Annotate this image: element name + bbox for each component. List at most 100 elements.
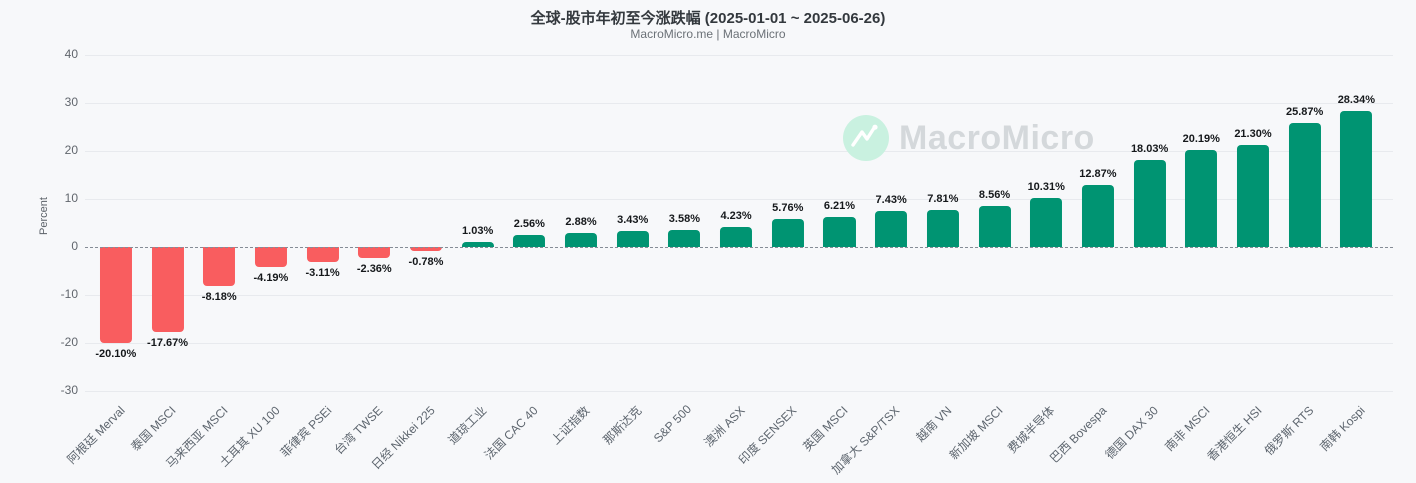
bar-column: 6.21% 英国 MSCI <box>800 55 866 454</box>
bar-土耳其 XU 100[interactable] <box>254 247 287 268</box>
x-axis-label: 新加坡 MSCI <box>946 403 1006 463</box>
y-tick-label: 30 <box>64 95 78 109</box>
gridline <box>85 103 1393 104</box>
x-axis-label: 俄罗斯 RTS <box>1261 403 1316 458</box>
bar-法国 CAC 40[interactable] <box>513 234 546 247</box>
bar-S&P 500[interactable] <box>668 229 701 247</box>
bar-道琼工业[interactable] <box>461 242 494 247</box>
x-axis-label: 越南 VN <box>913 403 955 445</box>
plot-area: -20.10% 阿根廷 Merval -17.67% 泰国 MSCI -8.18% 马来西… <box>64 55 1383 477</box>
x-axis-label: 阿根廷 Merval <box>63 403 128 467</box>
bar-column: 1.03% 道琼工业 <box>445 55 504 447</box>
bar-台湾 TWSE[interactable] <box>358 247 391 259</box>
x-axis-label: 上证指数 <box>548 403 593 448</box>
bar-马来西亚 MSCI[interactable] <box>203 247 236 287</box>
x-axis-label: 道琼工业 <box>445 403 489 448</box>
bar-value-label: 12.87% <box>1079 168 1117 181</box>
bar-费城半导体[interactable] <box>1030 197 1063 247</box>
bar-澳洲 ASX[interactable] <box>720 226 753 247</box>
bar-column: -0.78% 日经 Nikkei 225 <box>368 55 452 472</box>
bar-value-label: 3.43% <box>617 213 649 226</box>
x-axis-label: 南非 MSCI <box>1162 403 1213 454</box>
bar-value-label: 20.19% <box>1182 133 1220 146</box>
y-tick-label: 10 <box>64 191 78 205</box>
bar-南非 MSCI[interactable] <box>1185 150 1218 247</box>
bar-加拿大 S&P/TSX[interactable] <box>875 211 908 247</box>
bar-column: 3.58% S&P 500 <box>651 55 711 445</box>
bar-column: 7.43% 加拿大 S&P/TSX <box>829 55 917 477</box>
bar-value-label: 2.88% <box>565 216 597 229</box>
bar-日经 Nikkei 225[interactable] <box>409 247 442 251</box>
bar-column: -2.36% 台湾 TWSE <box>332 55 400 457</box>
bar-value-label: -3.11% <box>305 266 340 279</box>
x-axis-label: 那斯达克 <box>600 403 645 448</box>
bar-value-label: 18.03% <box>1130 143 1169 156</box>
bar-value-label: -0.78% <box>408 255 444 268</box>
bar-column: -8.18% 马来西亚 MSCI <box>163 55 245 471</box>
y-tick-label: -20 <box>60 335 78 349</box>
x-axis-label: 泰国 MSCI <box>128 403 179 454</box>
gridline <box>85 55 1393 56</box>
bar-泰国 MSCI[interactable] <box>151 247 184 332</box>
bar-那斯达克[interactable] <box>616 230 649 247</box>
bar-column: 20.19% 南非 MSCI <box>1162 55 1227 454</box>
gridline <box>85 295 1393 296</box>
bar-菲律宾 PSEi[interactable] <box>306 247 339 262</box>
y-tick-label: -10 <box>60 287 78 301</box>
gridline <box>85 151 1393 152</box>
bar-column: 12.87% 巴西 Bovespa <box>1047 55 1124 465</box>
y-grid <box>85 55 1393 392</box>
x-axis-label: 香港恒生 HSI <box>1203 403 1265 464</box>
bar-column: -17.67% 泰国 MSCI <box>128 55 194 454</box>
bar-column: 3.43% 那斯达克 <box>600 55 659 447</box>
y-tick-label: -30 <box>60 383 78 397</box>
watermark-text: MacroMicro <box>899 118 1095 157</box>
x-axis-label: 英国 MSCI <box>800 403 851 454</box>
bar-value-label: 7.43% <box>875 194 907 207</box>
bar-value-label: -8.18% <box>201 291 237 304</box>
bar-value-label: 5.76% <box>772 202 804 215</box>
gridline <box>85 343 1393 344</box>
bar-value-label: 21.30% <box>1234 127 1272 140</box>
chart-title: 全球-股市年初至今涨跌幅 (2025-01-01 ~ 2025-06-26) <box>530 10 886 27</box>
bar-column: 2.88% 上证指数 <box>548 55 607 447</box>
bar-value-label: 6.21% <box>823 200 856 213</box>
x-axis-label: 菲律宾 PSEi <box>277 403 334 460</box>
bar-column: 18.03% 德国 DAX 30 <box>1102 55 1176 461</box>
bar-column: 28.34% 南韩 Kospi <box>1317 55 1383 454</box>
x-axis-label: S&P 500 <box>651 402 695 446</box>
bar-value-label: 1.03% <box>462 225 494 238</box>
bar-value-label: 10.31% <box>1027 180 1065 193</box>
bar-value-label: -20.10% <box>95 348 137 361</box>
bar-column: 10.31% 费城半导体 <box>1005 55 1072 456</box>
bar-column: 4.23% 澳洲 ASX <box>701 55 762 450</box>
bar-column: 8.56% 新加坡 MSCI <box>947 55 1021 462</box>
gridline <box>85 199 1393 200</box>
bar-英国 MSCI[interactable] <box>823 217 856 247</box>
bar-阿根廷 Merval[interactable] <box>99 247 132 344</box>
bar-德国 DAX 30[interactable] <box>1133 160 1166 247</box>
bar-俄罗斯 RTS[interactable] <box>1288 122 1321 247</box>
bar-南韩 Kospi[interactable] <box>1340 110 1373 247</box>
bar-新加坡 MSCI[interactable] <box>978 205 1011 247</box>
y-tick-label: 0 <box>71 239 78 253</box>
x-axis-label: 南韩 Kospi <box>1317 403 1368 454</box>
bar-上证指数[interactable] <box>565 233 598 247</box>
bar-column: 25.87% 俄罗斯 RTS <box>1261 55 1331 458</box>
bar-value-label: 7.81% <box>927 192 959 205</box>
bar-value-label: -17.67% <box>147 336 189 349</box>
bar-value-label: 25.87% <box>1286 105 1324 118</box>
bar-巴西 Bovespa[interactable] <box>1081 185 1114 247</box>
bar-香港恒生 HSI[interactable] <box>1236 144 1269 247</box>
watermark: MacroMicro <box>843 114 1095 162</box>
bar-column: 21.30% 香港恒生 HSI <box>1204 55 1279 464</box>
bar-越南 VN[interactable] <box>926 209 959 247</box>
y-tick-label: 40 <box>64 47 78 61</box>
bar-value-label: 2.56% <box>513 217 545 230</box>
chart-subtitle: MacroMicro.me | MacroMicro <box>630 27 786 41</box>
gridline <box>85 391 1393 392</box>
bar-印度 SENSEX[interactable] <box>771 219 804 247</box>
bar-column: 2.56% 法国 CAC 40 <box>482 55 556 462</box>
bar-column: -20.10% 阿根廷 Merval <box>64 55 142 467</box>
macromicro-logo-icon <box>843 115 889 161</box>
